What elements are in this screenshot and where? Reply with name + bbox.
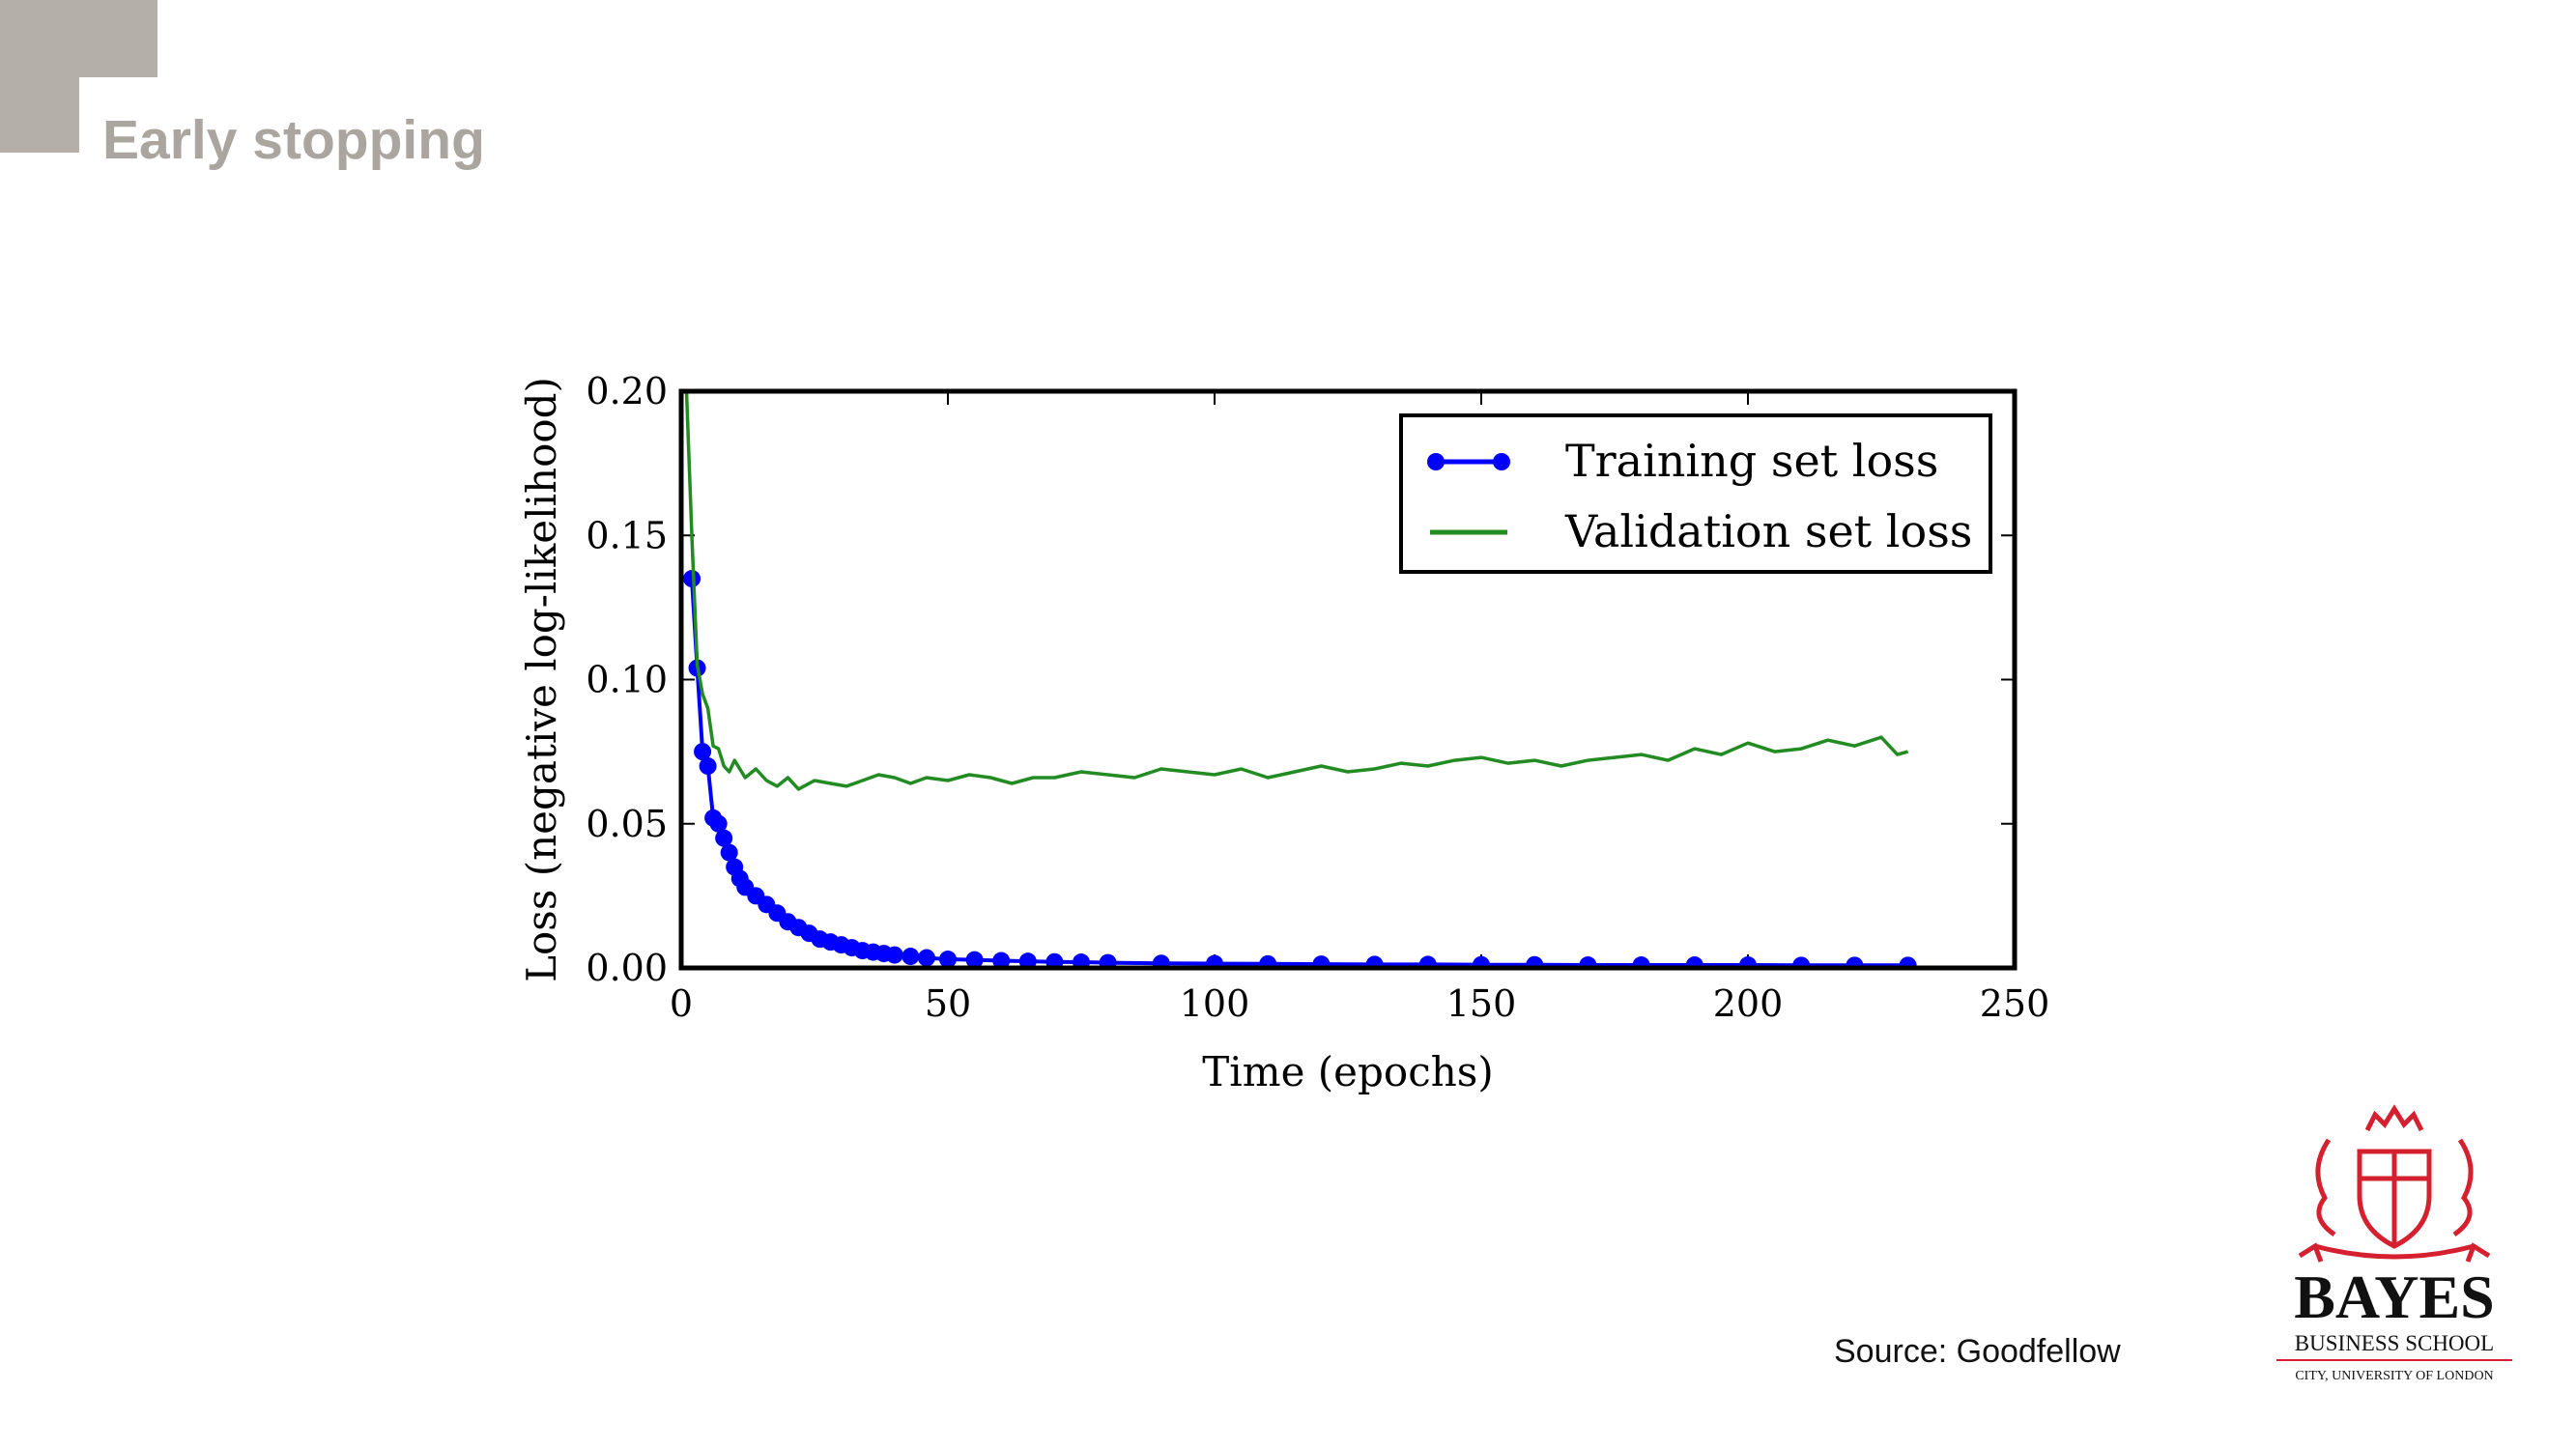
legend-marker (1493, 453, 1510, 470)
training-point (1312, 955, 1331, 968)
x-tick-label: 0 (670, 982, 693, 1025)
coat-of-arms-icon (2298, 1104, 2491, 1263)
training-point (1579, 956, 1597, 968)
corner-decoration-top (0, 0, 157, 77)
y-tick-label: 0.00 (586, 947, 668, 989)
training-point (683, 570, 701, 588)
corner-decoration-bottom (0, 77, 79, 153)
training-point (1206, 954, 1223, 968)
y-tick-label: 0.05 (586, 803, 668, 845)
logo-line1: BUSINESS SCHOOL (2295, 1331, 2494, 1355)
training-point (885, 946, 903, 964)
training-point (1018, 952, 1037, 968)
training-point (1739, 956, 1757, 968)
training-point (1473, 955, 1490, 968)
x-tick-label: 250 (1980, 982, 2050, 1025)
training-point (709, 814, 728, 833)
y-tick-label: 0.20 (586, 370, 668, 412)
training-point (1418, 955, 1437, 968)
legend-label: Training set loss (1565, 435, 1938, 487)
training-point (720, 843, 738, 862)
training-point (1152, 954, 1170, 968)
training-point (1899, 956, 1917, 968)
training-point (992, 952, 1011, 968)
training-point (694, 743, 712, 761)
training-point (965, 951, 984, 968)
training-point (1365, 955, 1384, 968)
training-point (1846, 956, 1864, 968)
legend-box (1399, 413, 1992, 574)
slide-title: Early stopping (102, 109, 485, 171)
x-tick-label: 100 (1180, 982, 1250, 1025)
x-tick-label: 150 (1446, 982, 1517, 1025)
x-axis-label: Time (epochs) (1202, 1048, 1493, 1095)
source-caption: Source: Goodfellow (1834, 1333, 2121, 1370)
loss-chart: 0 50 100 150 200 250 0.00 0.05 0.10 0.15 0.20 Time … (518, 370, 2050, 1095)
training-point (1045, 952, 1064, 968)
series-line-validation (684, 391, 1909, 791)
training-point (1099, 953, 1117, 968)
bayes-logo: BAYES BUSINESS SCHOOL CITY, UNIVERSITY O… (2276, 1104, 2512, 1383)
training-point (1259, 954, 1277, 968)
y-axis-label: Loss (negative log-likelihood) (518, 377, 565, 982)
legend-label: Validation set loss (1564, 505, 1972, 557)
logo-wordmark: BAYES (2294, 1263, 2495, 1331)
training-point (1632, 956, 1650, 968)
training-point (699, 757, 717, 776)
y-tick-label: 0.10 (586, 659, 668, 701)
legend-marker (1427, 453, 1445, 470)
y-tick-label: 0.15 (586, 514, 668, 556)
training-point (1792, 956, 1811, 968)
training-point (939, 951, 957, 968)
training-point (1685, 956, 1703, 968)
training-point (715, 829, 733, 847)
x-tick-label: 200 (1713, 982, 1784, 1025)
training-point (902, 948, 920, 966)
x-tick-label: 50 (925, 982, 971, 1025)
training-point (1073, 953, 1090, 968)
training-point (1526, 955, 1544, 968)
training-point (917, 949, 935, 967)
logo-line2: CITY, UNIVERSITY OF LONDON (2295, 1369, 2493, 1383)
plot-frame (678, 388, 2018, 971)
